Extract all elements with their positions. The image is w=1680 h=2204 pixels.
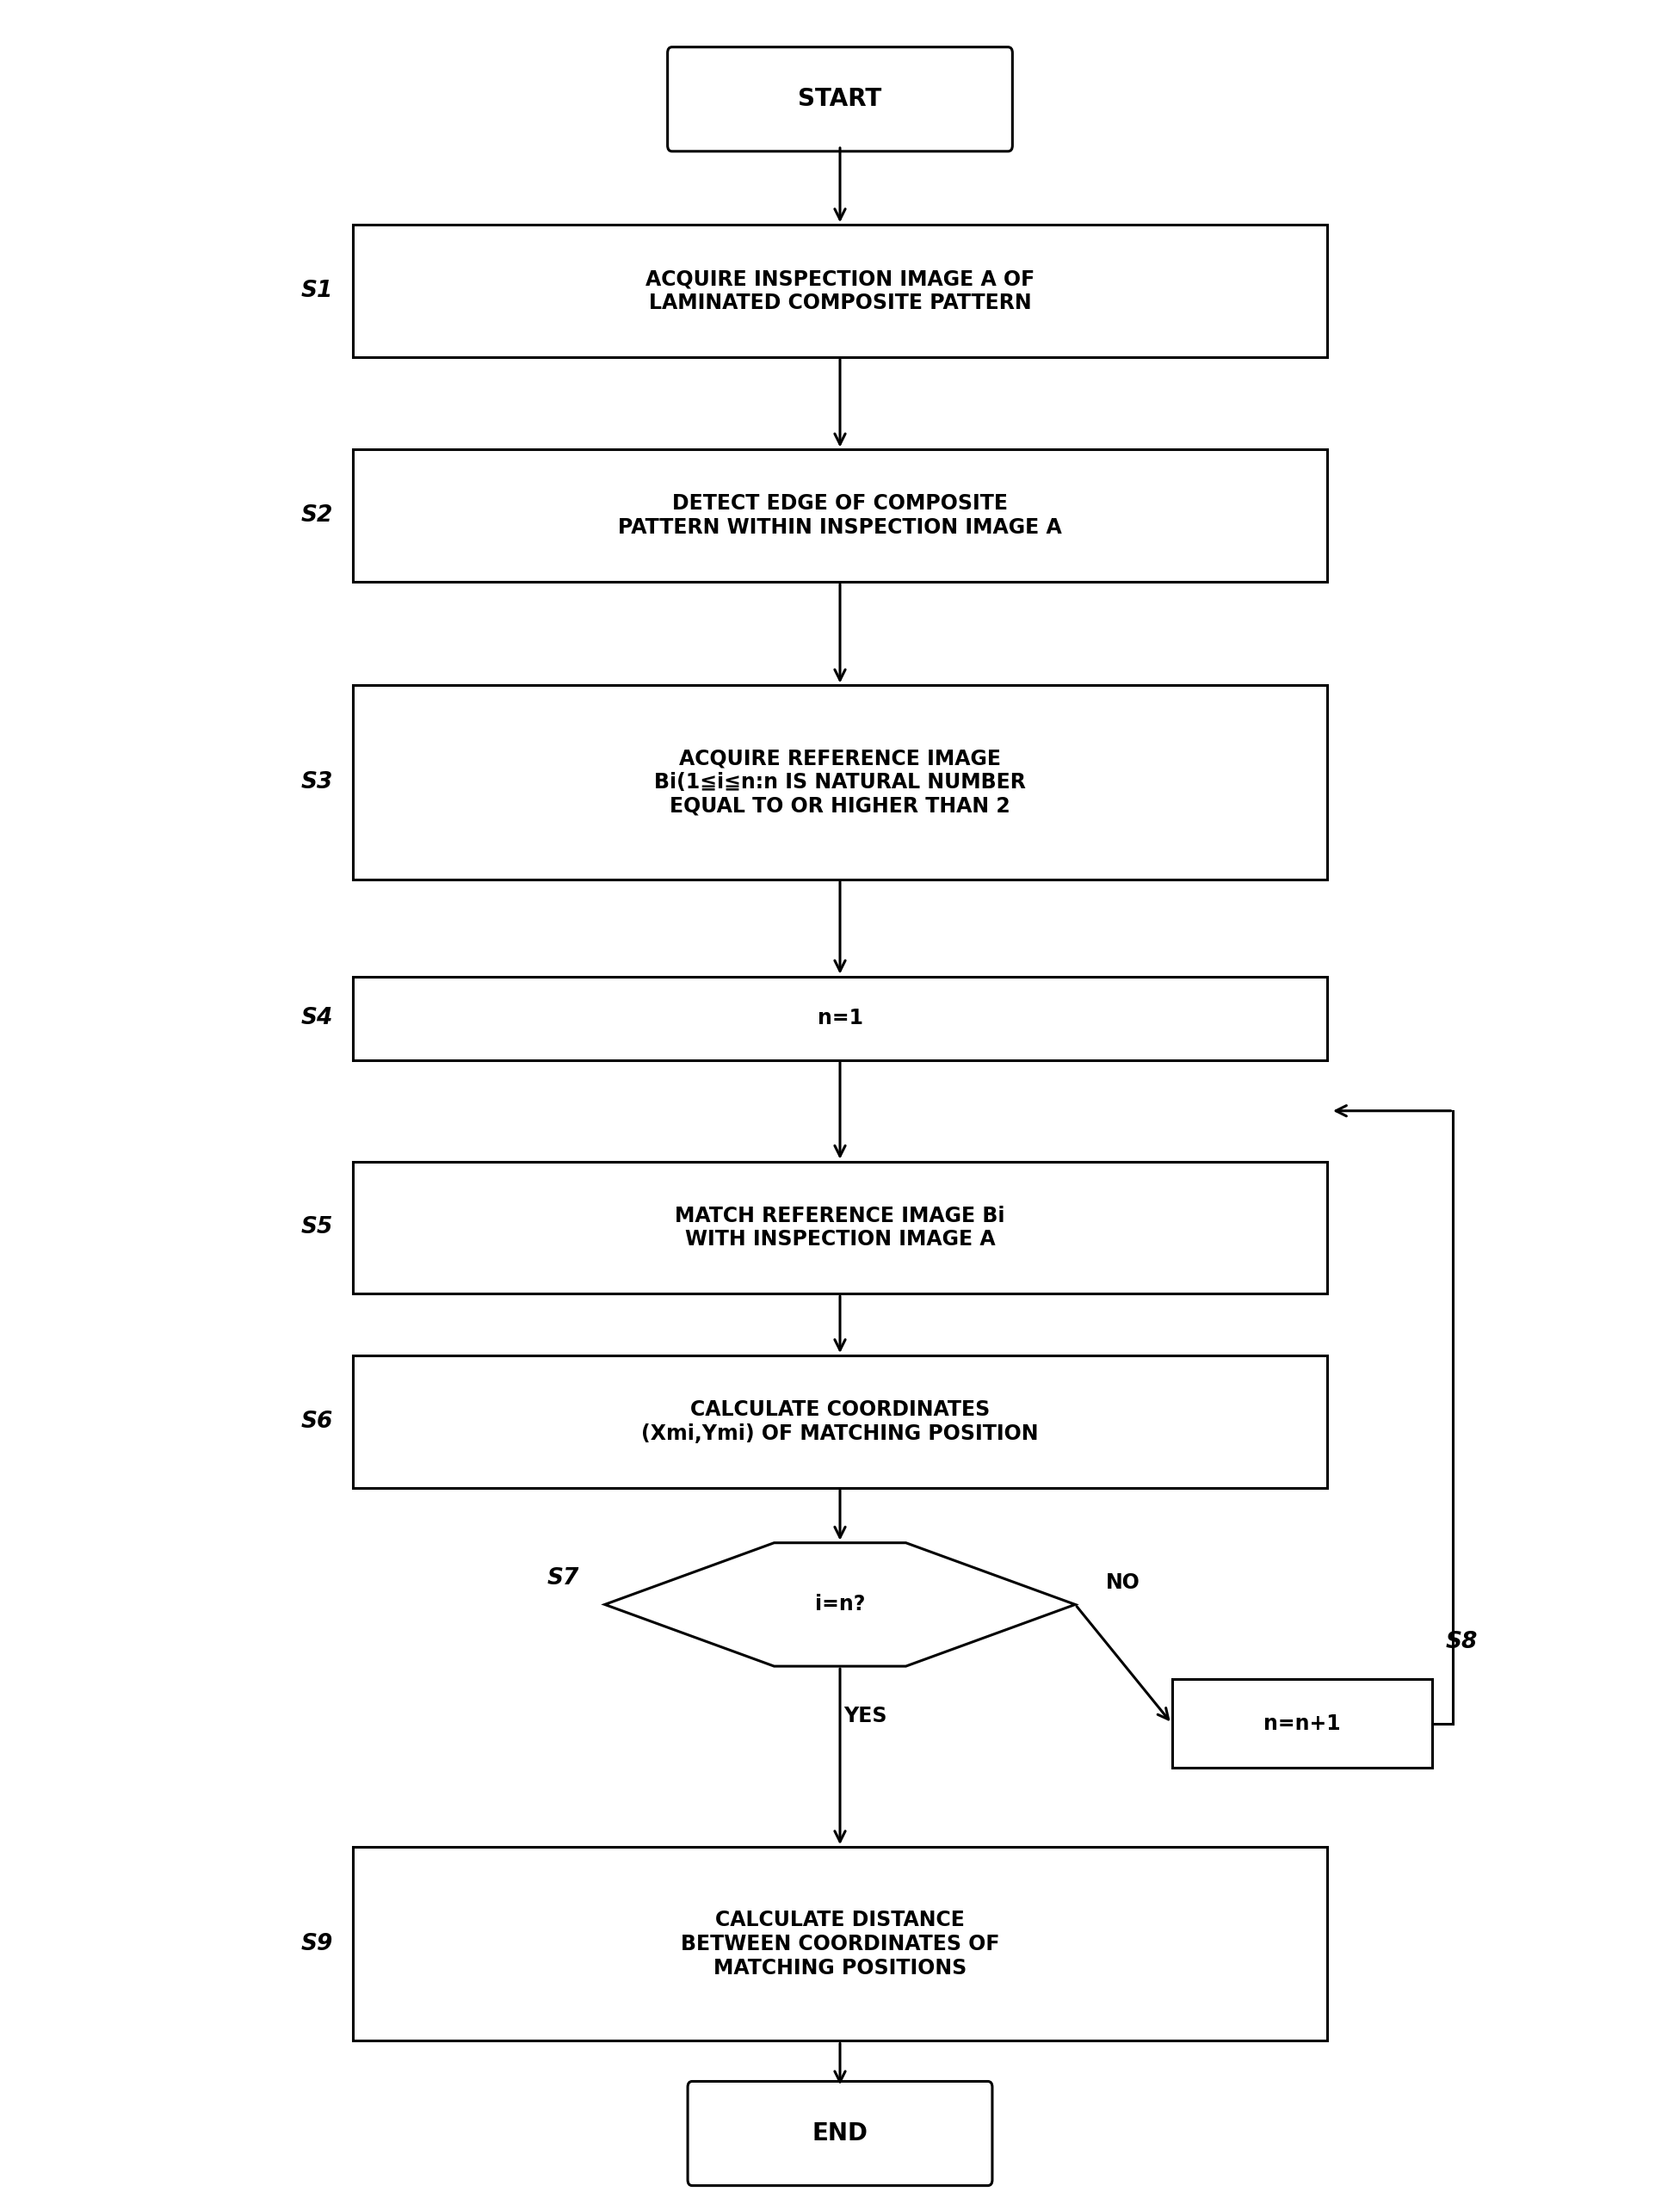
Text: MATCH REFERENCE IMAGE Bi
WITH INSPECTION IMAGE A: MATCH REFERENCE IMAGE Bi WITH INSPECTION… xyxy=(675,1206,1005,1250)
Text: CALCULATE COORDINATES
(Xmi,Ymi) OF MATCHING POSITION: CALCULATE COORDINATES (Xmi,Ymi) OF MATCH… xyxy=(642,1400,1038,1444)
Text: DETECT EDGE OF COMPOSITE
PATTERN WITHIN INSPECTION IMAGE A: DETECT EDGE OF COMPOSITE PATTERN WITHIN … xyxy=(618,494,1062,538)
Bar xyxy=(353,1162,1327,1294)
Text: n=n+1: n=n+1 xyxy=(1263,1713,1341,1735)
Text: ACQUIRE REFERENCE IMAGE
Bi(1≦i≦n:n IS NATURAL NUMBER
EQUAL TO OR HIGHER THAN 2: ACQUIRE REFERENCE IMAGE Bi(1≦i≦n:n IS NA… xyxy=(654,747,1026,818)
Text: i=n?: i=n? xyxy=(815,1593,865,1616)
Polygon shape xyxy=(605,1543,1075,1666)
Bar xyxy=(353,976,1327,1060)
FancyBboxPatch shape xyxy=(687,2081,993,2186)
Text: S4: S4 xyxy=(301,1007,333,1029)
Bar xyxy=(353,1355,1327,1488)
Text: YES: YES xyxy=(843,1706,887,1726)
FancyBboxPatch shape xyxy=(667,46,1013,152)
Text: S5: S5 xyxy=(301,1217,333,1239)
Text: NO: NO xyxy=(1105,1571,1139,1593)
Text: S3: S3 xyxy=(301,771,333,793)
Bar xyxy=(353,685,1327,879)
Text: S6: S6 xyxy=(301,1411,333,1433)
Text: ACQUIRE INSPECTION IMAGE A OF
LAMINATED COMPOSITE PATTERN: ACQUIRE INSPECTION IMAGE A OF LAMINATED … xyxy=(645,269,1035,313)
Text: S9: S9 xyxy=(301,1933,333,1955)
Text: S1: S1 xyxy=(301,280,333,302)
Text: CALCULATE DISTANCE
BETWEEN COORDINATES OF
MATCHING POSITIONS: CALCULATE DISTANCE BETWEEN COORDINATES O… xyxy=(680,1909,1000,1979)
Bar xyxy=(1173,1679,1431,1768)
Bar xyxy=(353,225,1327,357)
Text: START: START xyxy=(798,88,882,110)
Text: S2: S2 xyxy=(301,505,333,527)
Text: n=1: n=1 xyxy=(816,1007,864,1029)
Text: END: END xyxy=(811,2122,869,2144)
Bar xyxy=(353,450,1327,582)
Bar xyxy=(353,1847,1327,2041)
Text: S7: S7 xyxy=(548,1567,580,1589)
Text: S8: S8 xyxy=(1446,1631,1478,1653)
